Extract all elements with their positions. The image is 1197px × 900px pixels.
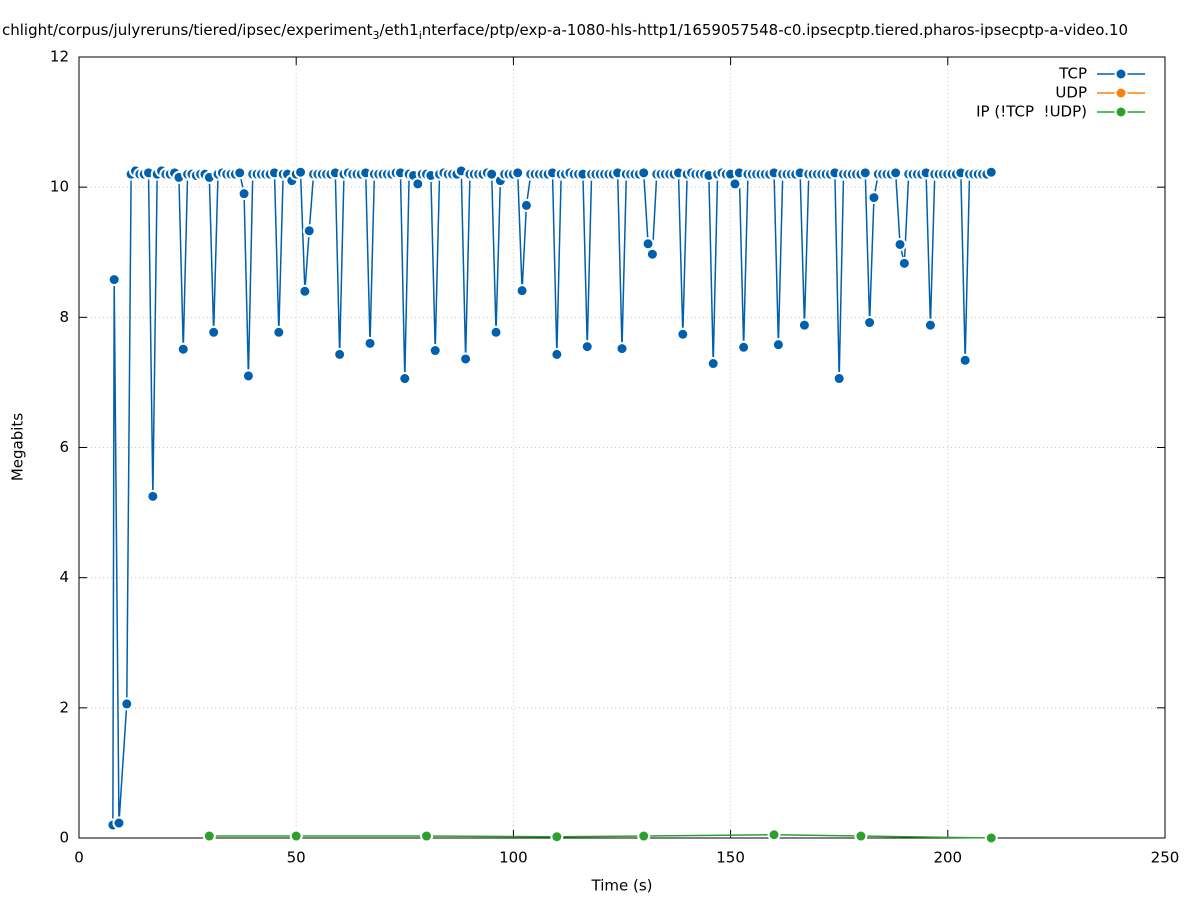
data-point [241, 369, 255, 383]
title-part: nterface/ptp/exp-a-1080-hls-http1/165905… [422, 21, 1128, 39]
x-tick-label: 200 [933, 849, 962, 867]
data-point [298, 284, 312, 298]
data-point [233, 166, 247, 180]
x-tick-label: 100 [499, 849, 528, 867]
data-point [550, 830, 564, 844]
data-point [858, 166, 872, 180]
data-point [237, 187, 251, 201]
data-point [420, 829, 434, 843]
data-point [515, 284, 529, 298]
legend-marker [1114, 67, 1128, 81]
data-point [863, 316, 877, 330]
y-tick-label: 2 [59, 698, 69, 716]
data-point [107, 273, 121, 287]
data-point [398, 372, 412, 386]
series-line [209, 833, 992, 839]
y-tick-label: 0 [59, 829, 69, 847]
legend-marker [1114, 105, 1128, 119]
data-point [428, 344, 442, 358]
x-axis-label: Time (s) [591, 877, 653, 895]
data-point [767, 828, 781, 842]
data-point [294, 165, 308, 179]
series-line [112, 169, 992, 825]
title-part: i [419, 29, 422, 42]
data-point [485, 167, 499, 181]
data-point [289, 829, 303, 843]
x-tick-label: 250 [1151, 849, 1180, 867]
data-point [207, 325, 221, 339]
data-point [771, 338, 785, 352]
data-point [706, 357, 720, 371]
data-point [363, 336, 377, 350]
title-part: 3 [372, 29, 379, 42]
legend-label: UDP [1055, 84, 1087, 102]
data-point [676, 327, 690, 341]
data-point [580, 340, 594, 354]
data-point [867, 191, 881, 205]
data-point [923, 318, 937, 332]
data-point [737, 340, 751, 354]
data-point [728, 177, 742, 191]
title-part: chlight/corpus/julyreruns/tiered/ipsec/e… [2, 21, 373, 39]
data-point [459, 352, 473, 366]
title-part: /eth1 [379, 21, 418, 39]
data-point [511, 166, 525, 180]
data-point [958, 353, 972, 367]
data-point [202, 829, 216, 843]
data-point [797, 318, 811, 332]
data-point [897, 256, 911, 270]
data-point [645, 247, 659, 261]
data-point [641, 237, 655, 251]
x-tick-label: 0 [74, 849, 84, 867]
data-point [550, 347, 564, 361]
y-tick-label: 6 [59, 438, 69, 456]
data-point [112, 816, 126, 830]
y-axis-label: Megabits [9, 413, 27, 481]
y-tick-label: 10 [50, 178, 69, 196]
data-point [893, 237, 907, 251]
y-tick-label: 8 [59, 308, 69, 326]
data-point [176, 342, 190, 356]
data-point [615, 342, 629, 356]
plot-frame [78, 56, 1166, 839]
legend-marker [1114, 86, 1128, 100]
y-tick-label: 12 [50, 48, 69, 66]
data-point [637, 829, 651, 843]
data-point [333, 347, 347, 361]
y-tick-label: 4 [59, 568, 69, 586]
data-point [146, 489, 160, 503]
x-tick-label: 150 [716, 849, 745, 867]
x-tick-label: 50 [287, 849, 306, 867]
data-point [889, 166, 903, 180]
data-point [272, 325, 286, 339]
data-point [489, 325, 503, 339]
data-point [519, 198, 533, 212]
data-point [984, 831, 998, 845]
chart-title: chlight/corpus/julyreruns/tiered/ipsec/e… [2, 21, 1128, 43]
data-point [120, 697, 134, 711]
legend-label: IP (!TCP !UDP) [976, 103, 1087, 121]
data-point [637, 166, 651, 180]
data-point [854, 829, 868, 843]
data-point [832, 372, 846, 386]
legend-label: TCP [1058, 65, 1087, 83]
data-point [984, 165, 998, 179]
data-point [302, 224, 316, 238]
